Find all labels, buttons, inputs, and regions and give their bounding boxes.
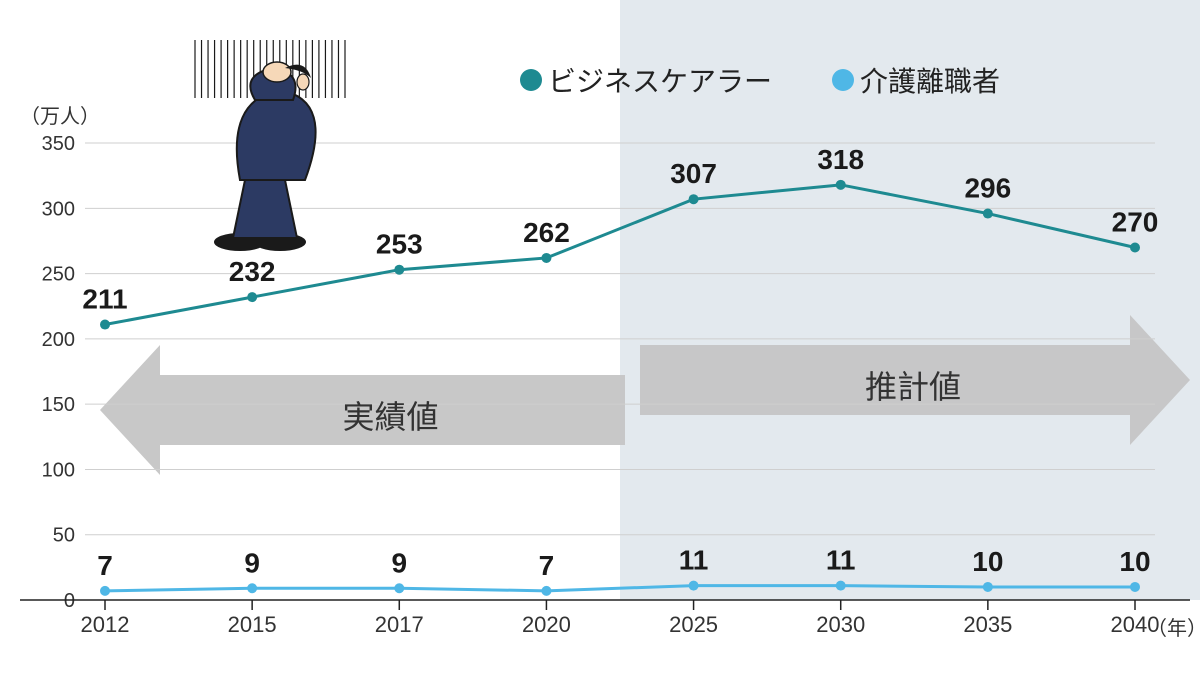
legend-dot-icon xyxy=(520,69,542,91)
legend-item-business_carer: ビジネスケアラー xyxy=(520,60,772,100)
value-label: 211 xyxy=(82,284,127,315)
value-label: 296 xyxy=(964,173,1011,204)
x-tick-label: 2035 xyxy=(963,612,1012,637)
region-label-actual: 実績値 xyxy=(343,392,439,438)
value-label: 9 xyxy=(391,547,407,578)
series-marker-business_carer xyxy=(689,194,699,204)
series-marker-business_carer xyxy=(1130,243,1140,253)
value-label: 10 xyxy=(1119,546,1150,577)
series-marker-turnover xyxy=(100,586,110,596)
series-marker-turnover xyxy=(689,581,699,591)
x-tick-label: 2020 xyxy=(522,612,571,637)
x-tick-label: 2030 xyxy=(816,612,865,637)
value-label: 262 xyxy=(523,217,570,248)
y-tick-label: 300 xyxy=(42,198,75,220)
y-tick-label: 150 xyxy=(42,394,75,416)
legend-label: 介護離職者 xyxy=(860,60,1000,100)
legend-dot-icon xyxy=(832,69,854,91)
value-label: 270 xyxy=(1112,207,1159,238)
value-label: 7 xyxy=(539,550,555,581)
series-marker-business_carer xyxy=(836,180,846,190)
legend: ビジネスケアラー 介護離職者 xyxy=(520,60,1000,100)
series-marker-turnover xyxy=(541,586,551,596)
value-label: 11 xyxy=(679,545,709,576)
value-label: 9 xyxy=(244,547,260,578)
series-marker-business_carer xyxy=(247,292,257,302)
y-tick-label: 350 xyxy=(42,133,75,155)
value-label: 253 xyxy=(376,229,423,260)
series-marker-business_carer xyxy=(100,320,110,330)
x-tick-label: 2017 xyxy=(375,612,424,637)
y-tick-label: 250 xyxy=(42,264,75,286)
series-marker-turnover xyxy=(247,583,257,593)
series-marker-turnover xyxy=(1130,582,1140,592)
value-label: 232 xyxy=(229,256,276,287)
chart-svg: 0 50 100 150 200 250 300 350 2012 2015 2017 2020 202… xyxy=(0,0,1200,675)
y-tick-label: 0 xyxy=(64,590,75,612)
value-label: 10 xyxy=(972,546,1003,577)
y-axis-unit: （万人） xyxy=(20,100,100,129)
value-label: 318 xyxy=(817,144,864,175)
value-label: 11 xyxy=(826,545,856,576)
legend-label: ビジネスケアラー xyxy=(548,60,772,100)
chart-container: （万人） ビジネスケアラー 介護離職者 実績値 推計値 （年） 0 50 100 150… xyxy=(0,0,1200,675)
series-marker-turnover xyxy=(394,583,404,593)
x-tick-label: 2012 xyxy=(81,612,130,637)
series-marker-business_carer xyxy=(983,209,993,219)
series-marker-turnover xyxy=(983,582,993,592)
x-tick-label: 2025 xyxy=(669,612,718,637)
despair-figure-icon xyxy=(195,40,345,251)
value-label: 307 xyxy=(670,158,717,189)
series-marker-turnover xyxy=(836,581,846,591)
y-tick-label: 200 xyxy=(42,329,75,351)
legend-item-turnover: 介護離職者 xyxy=(832,60,1000,100)
series-marker-business_carer xyxy=(541,253,551,263)
value-label: 7 xyxy=(97,550,113,581)
y-tick-label: 100 xyxy=(42,459,75,481)
x-tick-label: 2015 xyxy=(228,612,277,637)
y-tick-label: 50 xyxy=(53,525,75,547)
x-axis-unit: （年） xyxy=(1147,612,1200,641)
series-marker-business_carer xyxy=(394,265,404,275)
region-label-forecast: 推計値 xyxy=(865,362,961,408)
